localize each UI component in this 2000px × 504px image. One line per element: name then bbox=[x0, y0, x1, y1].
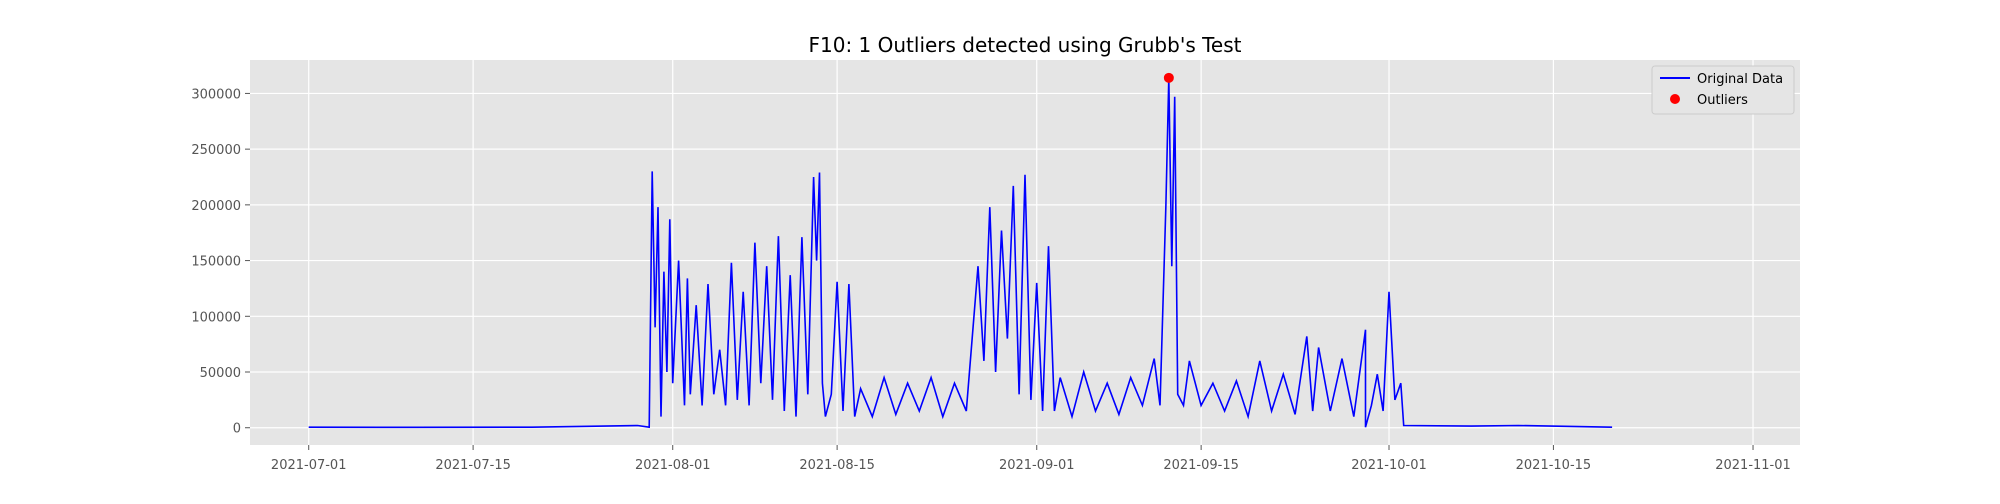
legend-label-original-data: Original Data bbox=[1697, 72, 1783, 87]
series-line-original-data bbox=[308, 77, 1613, 429]
x-tick-label: 2021-10-01 bbox=[1351, 458, 1427, 473]
x-tick-label: 2021-08-01 bbox=[635, 458, 711, 473]
plot-area-background bbox=[250, 60, 1800, 445]
y-tick-label: 0 bbox=[233, 422, 241, 437]
y-tick-label: 300000 bbox=[191, 87, 241, 102]
x-tick-label: 2021-10-15 bbox=[1516, 458, 1592, 473]
x-tick-label: 2021-08-15 bbox=[799, 458, 875, 473]
y-tick-label: 250000 bbox=[191, 143, 241, 158]
x-tick-label: 2021-09-01 bbox=[999, 458, 1075, 473]
outlier-point bbox=[1163, 72, 1174, 83]
legend-label-outliers: Outliers bbox=[1697, 93, 1748, 108]
x-tick-label: 2021-07-01 bbox=[271, 458, 347, 473]
legend-marker-outliers bbox=[1670, 94, 1680, 104]
y-tick-label: 200000 bbox=[191, 199, 241, 214]
x-tick-label: 2021-11-01 bbox=[1715, 458, 1791, 473]
y-axis: 0 50000 100000 150000 200000 250000 300000 bbox=[191, 87, 250, 437]
y-tick-label: 150000 bbox=[191, 255, 241, 270]
x-axis: 2021-07-01 2021-07-15 2021-08-01 2021-08-15… bbox=[271, 445, 1791, 473]
x-tick-label: 2021-07-15 bbox=[435, 458, 511, 473]
x-tick-label: 2021-09-15 bbox=[1163, 458, 1239, 473]
legend: Original Data Outliers bbox=[1651, 65, 1795, 115]
y-tick-label: 100000 bbox=[191, 310, 241, 325]
y-tick-label: 50000 bbox=[200, 366, 241, 381]
chart-title: F10: 1 Outliers detected using Grubb's T… bbox=[809, 33, 1242, 57]
outlier-markers bbox=[1163, 72, 1174, 83]
